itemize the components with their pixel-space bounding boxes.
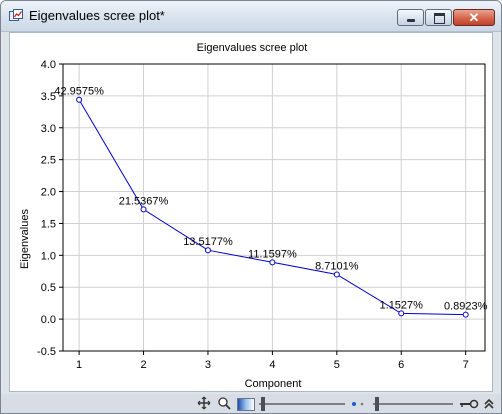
x-tick-label: 1 xyxy=(76,359,82,371)
data-point xyxy=(140,206,147,213)
y-tick-label: 0.0 xyxy=(41,314,56,326)
close-button[interactable]: ✕ xyxy=(453,9,495,26)
y-tick-label: 1.5 xyxy=(41,218,56,230)
data-label: 11.1597% xyxy=(248,248,297,260)
maximize-icon xyxy=(434,13,445,24)
y-tick-label: -0.5 xyxy=(37,346,56,358)
data-label: 13.5177% xyxy=(183,236,233,248)
title-bar[interactable]: Eigenvalues scree plot* ✕ xyxy=(1,1,501,32)
close-icon: ✕ xyxy=(468,10,480,25)
y-axis: -0.5 0.0 0.5 1.0 1.5 2.0 2.5 3.0 3.5 4.0 xyxy=(37,59,63,358)
x-tick-label: 2 xyxy=(140,359,146,371)
data-point xyxy=(333,271,340,278)
y-axis-label: Eigenvalues xyxy=(19,209,31,269)
zoom-icon[interactable] xyxy=(217,396,231,410)
chart-area: Eigenvalues scree plot Eigenvalues Compo… xyxy=(9,32,493,392)
status-bar xyxy=(1,394,501,413)
pan-icon[interactable] xyxy=(197,396,211,410)
x-tick-label: 6 xyxy=(398,359,404,371)
chart-title: Eigenvalues scree plot xyxy=(197,42,308,54)
data-labels: 42.9575% 21.5367% 13.5177% 11.1597% 8.7101% 1… xyxy=(54,86,487,313)
y-tick-label: 1.0 xyxy=(41,250,56,262)
chevron-up-icon[interactable] xyxy=(483,397,495,411)
y-tick-label: 4.0 xyxy=(41,59,56,71)
data-label: 1.1527% xyxy=(380,299,424,311)
x-tick-label: 7 xyxy=(463,359,469,371)
x-axis-label: Component xyxy=(245,378,302,390)
data-point xyxy=(462,311,469,318)
dots-icon[interactable] xyxy=(349,398,369,410)
plot-frame xyxy=(62,63,486,352)
maximize-button[interactable] xyxy=(425,9,452,26)
data-label: 21.5367% xyxy=(119,195,169,207)
x-axis: 1 2 3 4 5 6 7 xyxy=(76,351,469,371)
x-tick-label: 5 xyxy=(334,359,340,371)
status-tools xyxy=(197,396,497,412)
app-icon[interactable] xyxy=(9,9,23,23)
x-tick-label: 3 xyxy=(205,359,211,371)
scree-plot: Eigenvalues scree plot Eigenvalues Compo… xyxy=(19,42,488,390)
window-title: Eigenvalues scree plot* xyxy=(29,8,165,23)
color-swatch-icon[interactable] xyxy=(237,398,255,411)
data-label: 42.9575% xyxy=(54,86,104,98)
data-point xyxy=(204,247,211,254)
data-label: 8.7101% xyxy=(315,260,359,272)
y-tick-label: 2.5 xyxy=(41,155,56,167)
y-tick-label: 3.5 xyxy=(41,91,56,103)
x-tick-label: 4 xyxy=(269,359,275,371)
data-label: 0.8923% xyxy=(444,301,488,313)
data-point xyxy=(269,259,276,266)
y-tick-label: 0.5 xyxy=(41,282,56,294)
series xyxy=(76,96,469,318)
y-tick-label: 2.0 xyxy=(41,187,56,199)
key-icon[interactable] xyxy=(459,397,479,411)
size-slider[interactable] xyxy=(373,396,453,412)
minimize-button[interactable] xyxy=(397,9,424,26)
data-point xyxy=(398,310,405,317)
zoom-slider[interactable] xyxy=(259,396,345,412)
minimize-icon xyxy=(407,19,415,22)
data-point xyxy=(76,96,83,103)
y-tick-label: 3.0 xyxy=(41,123,56,135)
